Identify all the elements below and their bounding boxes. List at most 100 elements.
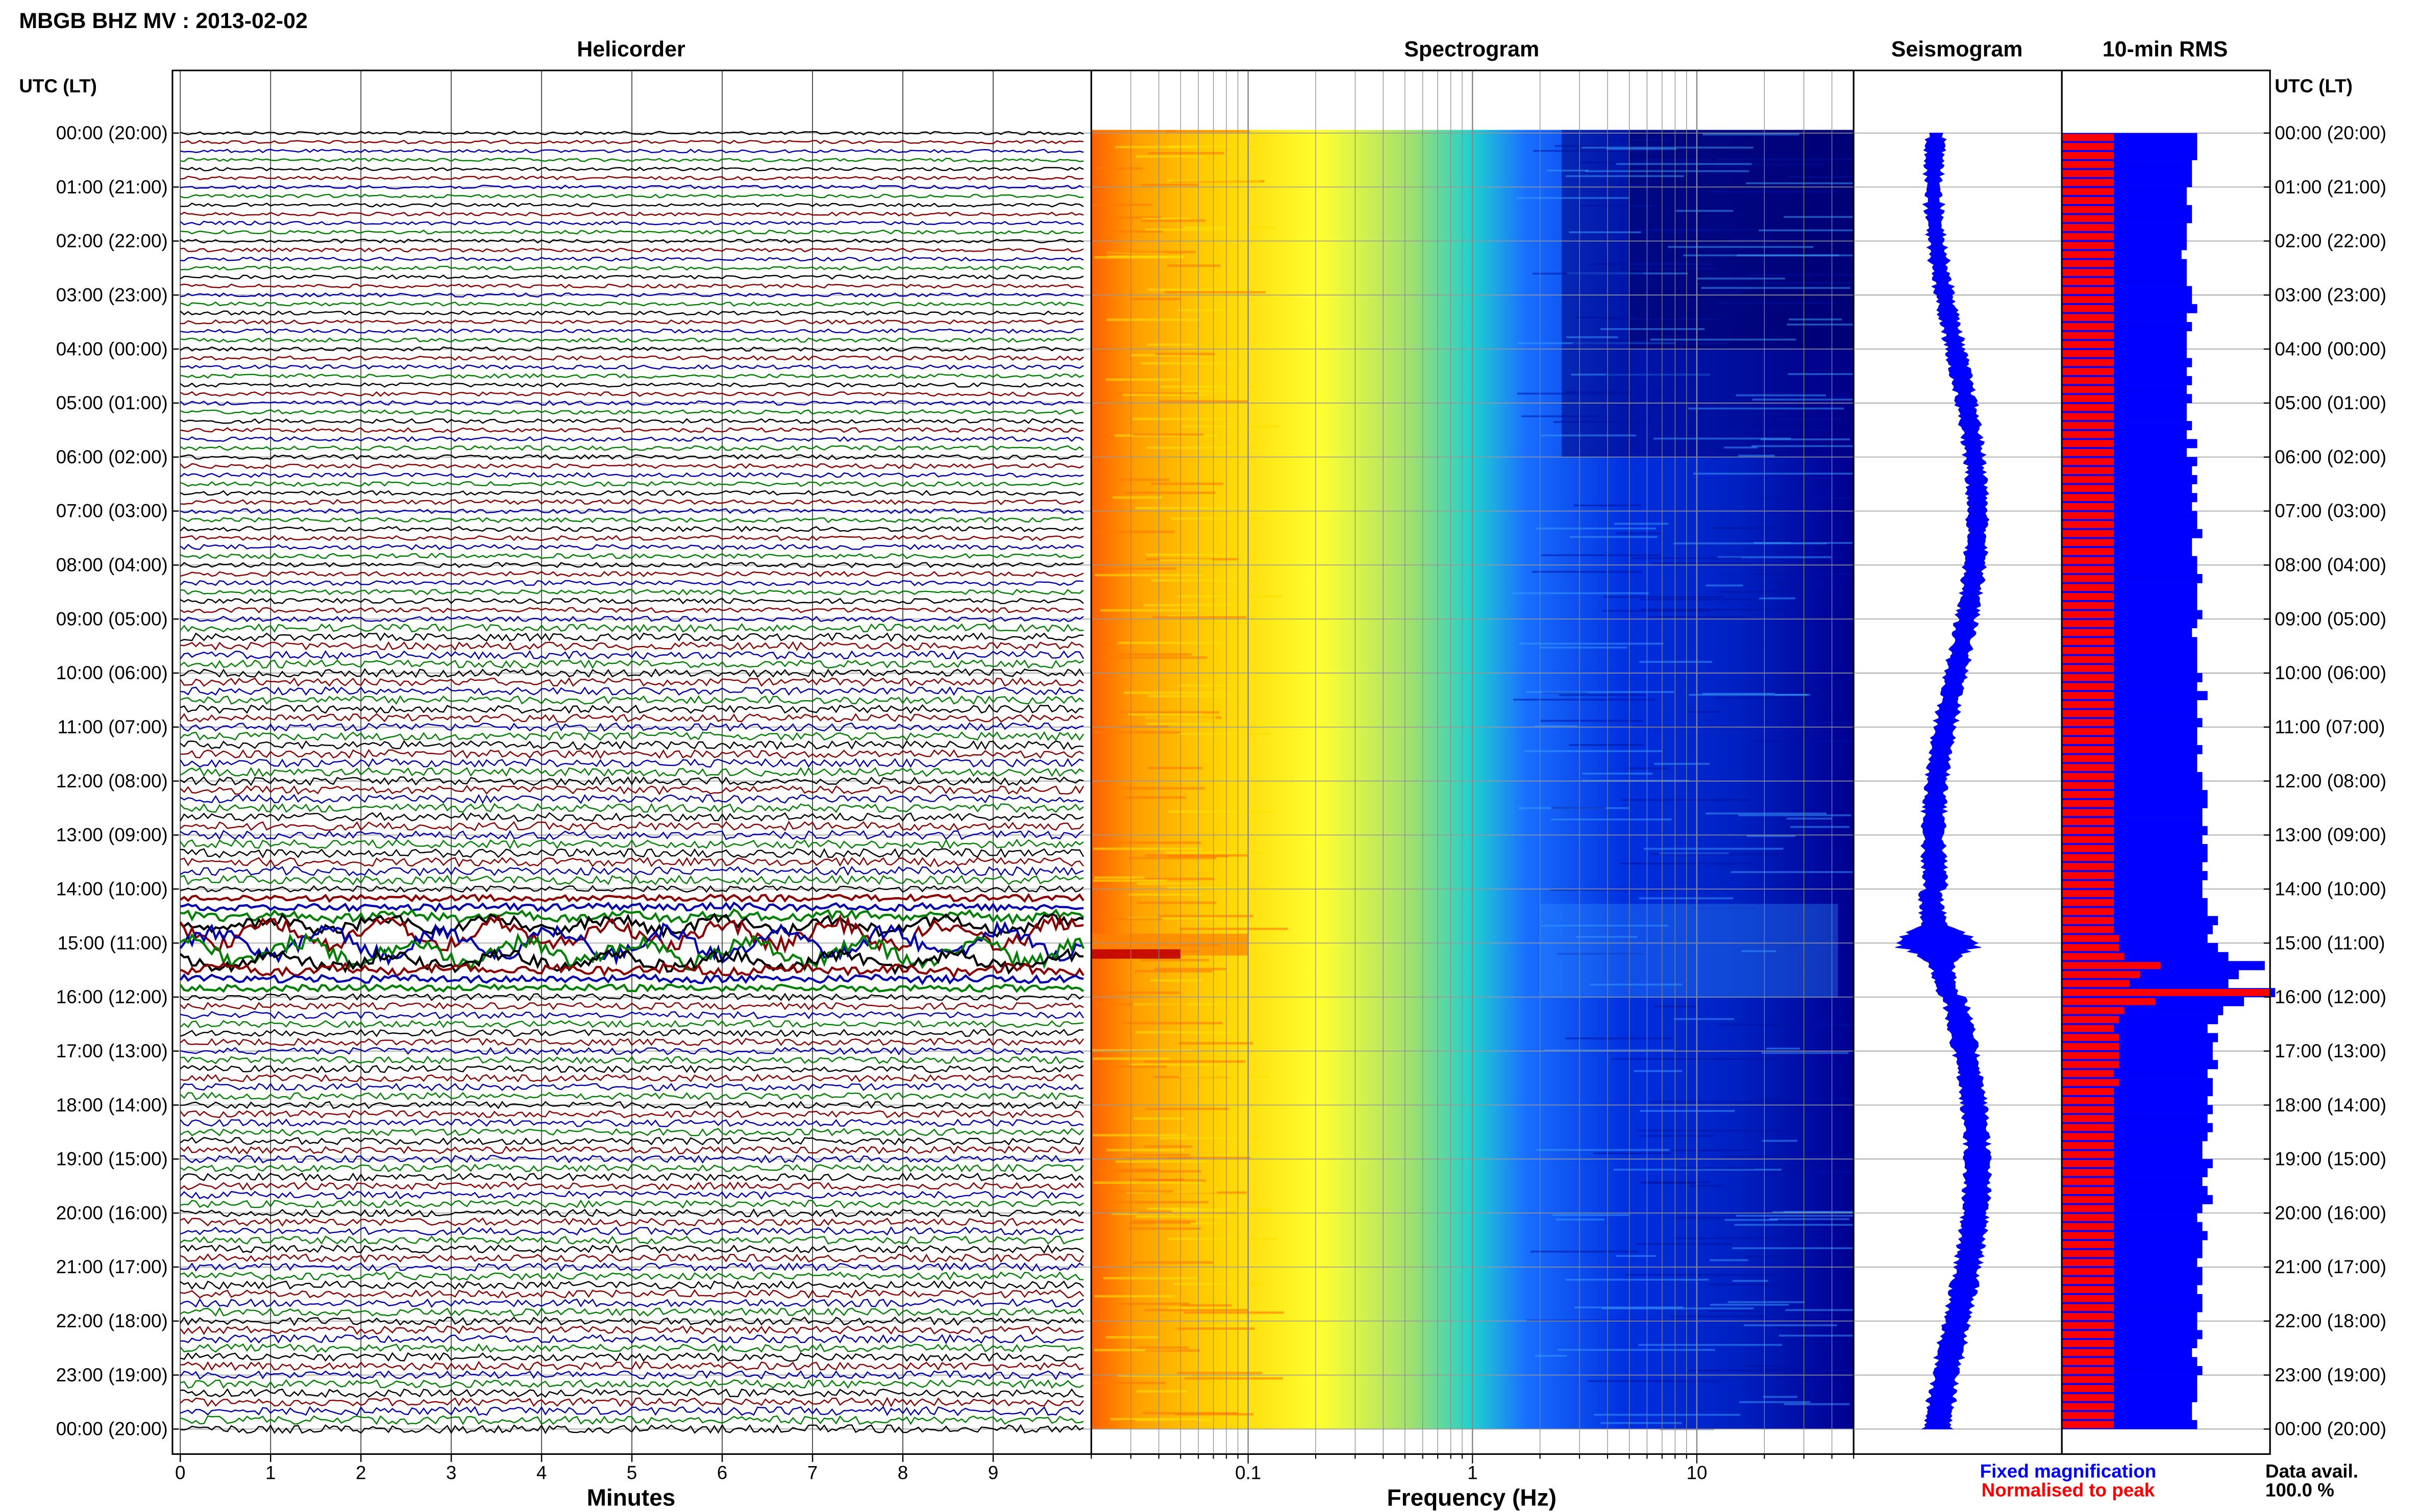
spectrogram-streak <box>1128 893 1203 896</box>
rms-bar-normalised <box>2062 683 2114 690</box>
rms-bar-normalised <box>2062 170 2114 178</box>
helicorder-trace <box>180 722 1084 732</box>
time-label-left: 00:00 (20:00) <box>56 122 168 143</box>
spectrogram-streak <box>1640 1110 1735 1112</box>
rms-bar-normalised <box>2062 557 2114 564</box>
helicorder-trace <box>180 785 1084 796</box>
rms-bar-normalised <box>2062 1358 2114 1366</box>
spectrogram-streak <box>1650 229 1757 231</box>
helicorder-trace <box>180 1020 1084 1028</box>
spectrogram-streak <box>1707 413 1785 415</box>
helicorder-trace <box>180 932 1085 972</box>
helicorder-trace <box>180 526 1084 533</box>
spectrogram-streak <box>1094 1349 1179 1351</box>
spectrogram-streak <box>1172 1210 1273 1213</box>
spectrogram-streak <box>1093 1057 1170 1060</box>
rms-bar-normalised <box>2062 179 2114 186</box>
rms-bar-normalised <box>2062 602 2114 609</box>
spectrogram-gridlines <box>1091 70 1854 1454</box>
spectrogram-streak <box>1710 1259 1748 1261</box>
helicorder-trace <box>179 920 1084 966</box>
helicorder-trace <box>180 238 1084 244</box>
spectrogram-streak <box>1696 278 1785 280</box>
time-label-left: 06:00 (02:00) <box>56 447 168 467</box>
helicorder-trace <box>180 553 1084 559</box>
helicorder-trace <box>180 337 1084 343</box>
spectrogram-streak <box>1151 579 1257 582</box>
spectrogram-streak <box>1607 147 1676 150</box>
spectrogram-streak <box>1184 1377 1283 1380</box>
time-axis-labels: 00:00 (20:00) 00:00 (20:00) 01:00 (21:00) 0… <box>56 122 2386 1440</box>
spectrogram-streak <box>1575 936 1638 938</box>
spectrogram-streak <box>1624 159 1711 161</box>
spectrogram-streak <box>1764 1368 1814 1371</box>
time-label-left: 20:00 (16:00) <box>56 1202 168 1223</box>
spectrogram-streak <box>1551 807 1606 809</box>
spectrogram-streak <box>1124 491 1216 494</box>
spectrogram-streak <box>1654 762 1710 765</box>
spectrogram-streak <box>1594 1414 1741 1416</box>
spectrogram-streak <box>1754 542 1909 544</box>
spectrogram-streak <box>1130 298 1181 301</box>
time-label-right: 00:00 (20:00) <box>2275 1419 2386 1440</box>
rms-bar-normalised <box>2062 224 2114 231</box>
spectrogram-streak <box>1582 146 1754 149</box>
rms-bar-normalised <box>2062 233 2114 240</box>
rms-bar-normalised <box>2062 476 2114 483</box>
rms-bar-normalised <box>2062 1295 2114 1302</box>
spectrogram-streak <box>1641 608 1801 611</box>
spectrogram-streak <box>1100 609 1198 612</box>
rms-bars <box>2062 133 2276 1429</box>
helicorder-trace <box>180 1208 1084 1218</box>
spectrogram-streak <box>1178 595 1282 598</box>
spectrogram-streak <box>1133 1003 1238 1006</box>
time-label-right: 06:00 (02:00) <box>2275 447 2386 467</box>
rms-bar-normalised <box>2062 647 2114 654</box>
spectrogram-streak <box>1572 342 1729 344</box>
spectrogram-streak <box>1137 882 1199 885</box>
rms-bar-normalised <box>2062 539 2114 547</box>
spectrogram-streak <box>1676 1167 1755 1170</box>
helicorder-trace <box>180 1217 1084 1227</box>
spectrogram-streak <box>1730 238 1773 241</box>
time-label-left: 05:00 (01:00) <box>56 392 168 413</box>
rms-bar-normalised <box>2062 890 2114 898</box>
rms-bar-normalised <box>2062 800 2114 807</box>
time-label-right: 08:00 (04:00) <box>2275 555 2386 576</box>
helicorder-trace <box>180 346 1084 352</box>
rms-bar-normalised <box>2062 1312 2114 1320</box>
rms-bar-normalised <box>2062 1331 2114 1339</box>
time-label-left: 17:00 (13:00) <box>56 1040 168 1061</box>
helicorder-trace <box>180 912 1084 938</box>
spectrogram-streak <box>1786 817 1832 820</box>
helicorder-trace <box>180 247 1084 253</box>
helicorder-trace <box>180 598 1084 605</box>
helicorder-title: Helicorder <box>577 37 685 61</box>
rms-bar-normalised <box>2062 1394 2114 1401</box>
rms-bar-normalised <box>2062 1304 2114 1311</box>
rms-bar-normalised <box>2062 1169 2114 1176</box>
spectrogram-streak <box>1093 879 1167 882</box>
helicorder-trace <box>180 908 1084 925</box>
spectrogram-streak <box>1141 959 1210 961</box>
spectrogram-streak <box>1103 230 1162 233</box>
spectrogram-streak <box>1719 449 1786 451</box>
spectrogram-streak <box>1176 1327 1255 1330</box>
helicorder-trace <box>180 749 1084 760</box>
spectrogram-streak <box>1526 691 1674 693</box>
rms-bar-normalised <box>2062 980 2130 987</box>
rms-bar-normalised <box>2062 1232 2114 1240</box>
spectrogram-streak <box>1541 554 1662 556</box>
spectrogram-streak <box>1639 661 1713 663</box>
spectrogram-streak <box>1625 1274 1781 1276</box>
spectrogram-streak <box>1171 517 1264 520</box>
helicorder-trace <box>180 1406 1084 1417</box>
spectrogram-streak <box>1554 145 1609 147</box>
spectrogram-streak <box>1136 1215 1236 1218</box>
time-label-right: 16:00 (12:00) <box>2275 986 2386 1007</box>
rms-bar-normalised <box>2062 215 2114 222</box>
time-label-left: 04:00 (00:00) <box>56 338 168 359</box>
spectrogram-streak <box>1524 750 1663 752</box>
spectrogram-streak <box>1674 1018 1735 1020</box>
